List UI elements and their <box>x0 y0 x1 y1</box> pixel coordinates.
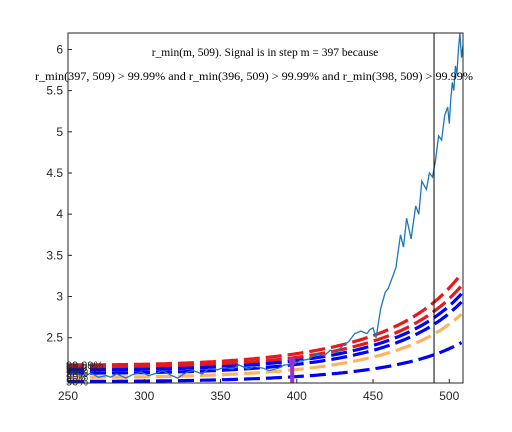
signal-step-marker <box>288 357 296 383</box>
annotation-line-1: r_min(m, 509). Signal is in step m = 397… <box>152 47 379 59</box>
threshold-label: 99% <box>66 365 88 377</box>
threshold-label: 99.99% <box>66 360 104 372</box>
y-tick-label: 6 <box>56 42 63 56</box>
threshold-label: 50% <box>66 376 88 388</box>
threshold-curve <box>68 300 463 375</box>
y-tick-label: 5 <box>56 125 63 139</box>
y-tick-label: 2.5 <box>46 331 63 345</box>
y-axis-ticks: 2.5 3 3.5 4 4.5 5 5.5 6 <box>46 42 72 345</box>
threshold-curves <box>68 272 463 383</box>
y-tick-label: 4 <box>56 207 63 221</box>
x-tick-label: 450 <box>363 389 383 403</box>
y-tick-label: 5.5 <box>46 84 63 98</box>
threshold-curve <box>68 272 463 367</box>
threshold-labels: 99.99%99.9%99%95%90%50% <box>66 360 104 388</box>
signal-step-dot <box>288 357 296 365</box>
x-axis-ticks: 250 300 350 400 450 500 <box>58 379 460 403</box>
x-tick-label: 400 <box>287 389 307 403</box>
x-tick-label: 300 <box>134 389 154 403</box>
threshold-label: 90% <box>66 372 88 384</box>
y-tick-label: 3.5 <box>46 248 63 262</box>
chart-annotation: r_min(m, 509). Signal is in step m = 397… <box>35 47 473 83</box>
plot-frame <box>67 32 464 384</box>
x-tick-label: 500 <box>439 389 459 403</box>
threshold-curve <box>68 312 463 379</box>
x-tick-label: 250 <box>58 389 78 403</box>
annotation-line-2: r_min(397, 509) > 99.99% and r_min(396, … <box>35 71 473 83</box>
y-tick-label: 3 <box>56 290 63 304</box>
x-tick-label: 350 <box>210 389 230 403</box>
signal-series <box>67 32 464 383</box>
threshold-curve <box>68 292 463 372</box>
y-tick-label: 4.5 <box>46 166 63 180</box>
threshold-label: 99.9% <box>66 362 97 374</box>
threshold-curve <box>68 284 463 369</box>
signal-line <box>67 32 464 379</box>
threshold-label: 95% <box>66 368 88 380</box>
